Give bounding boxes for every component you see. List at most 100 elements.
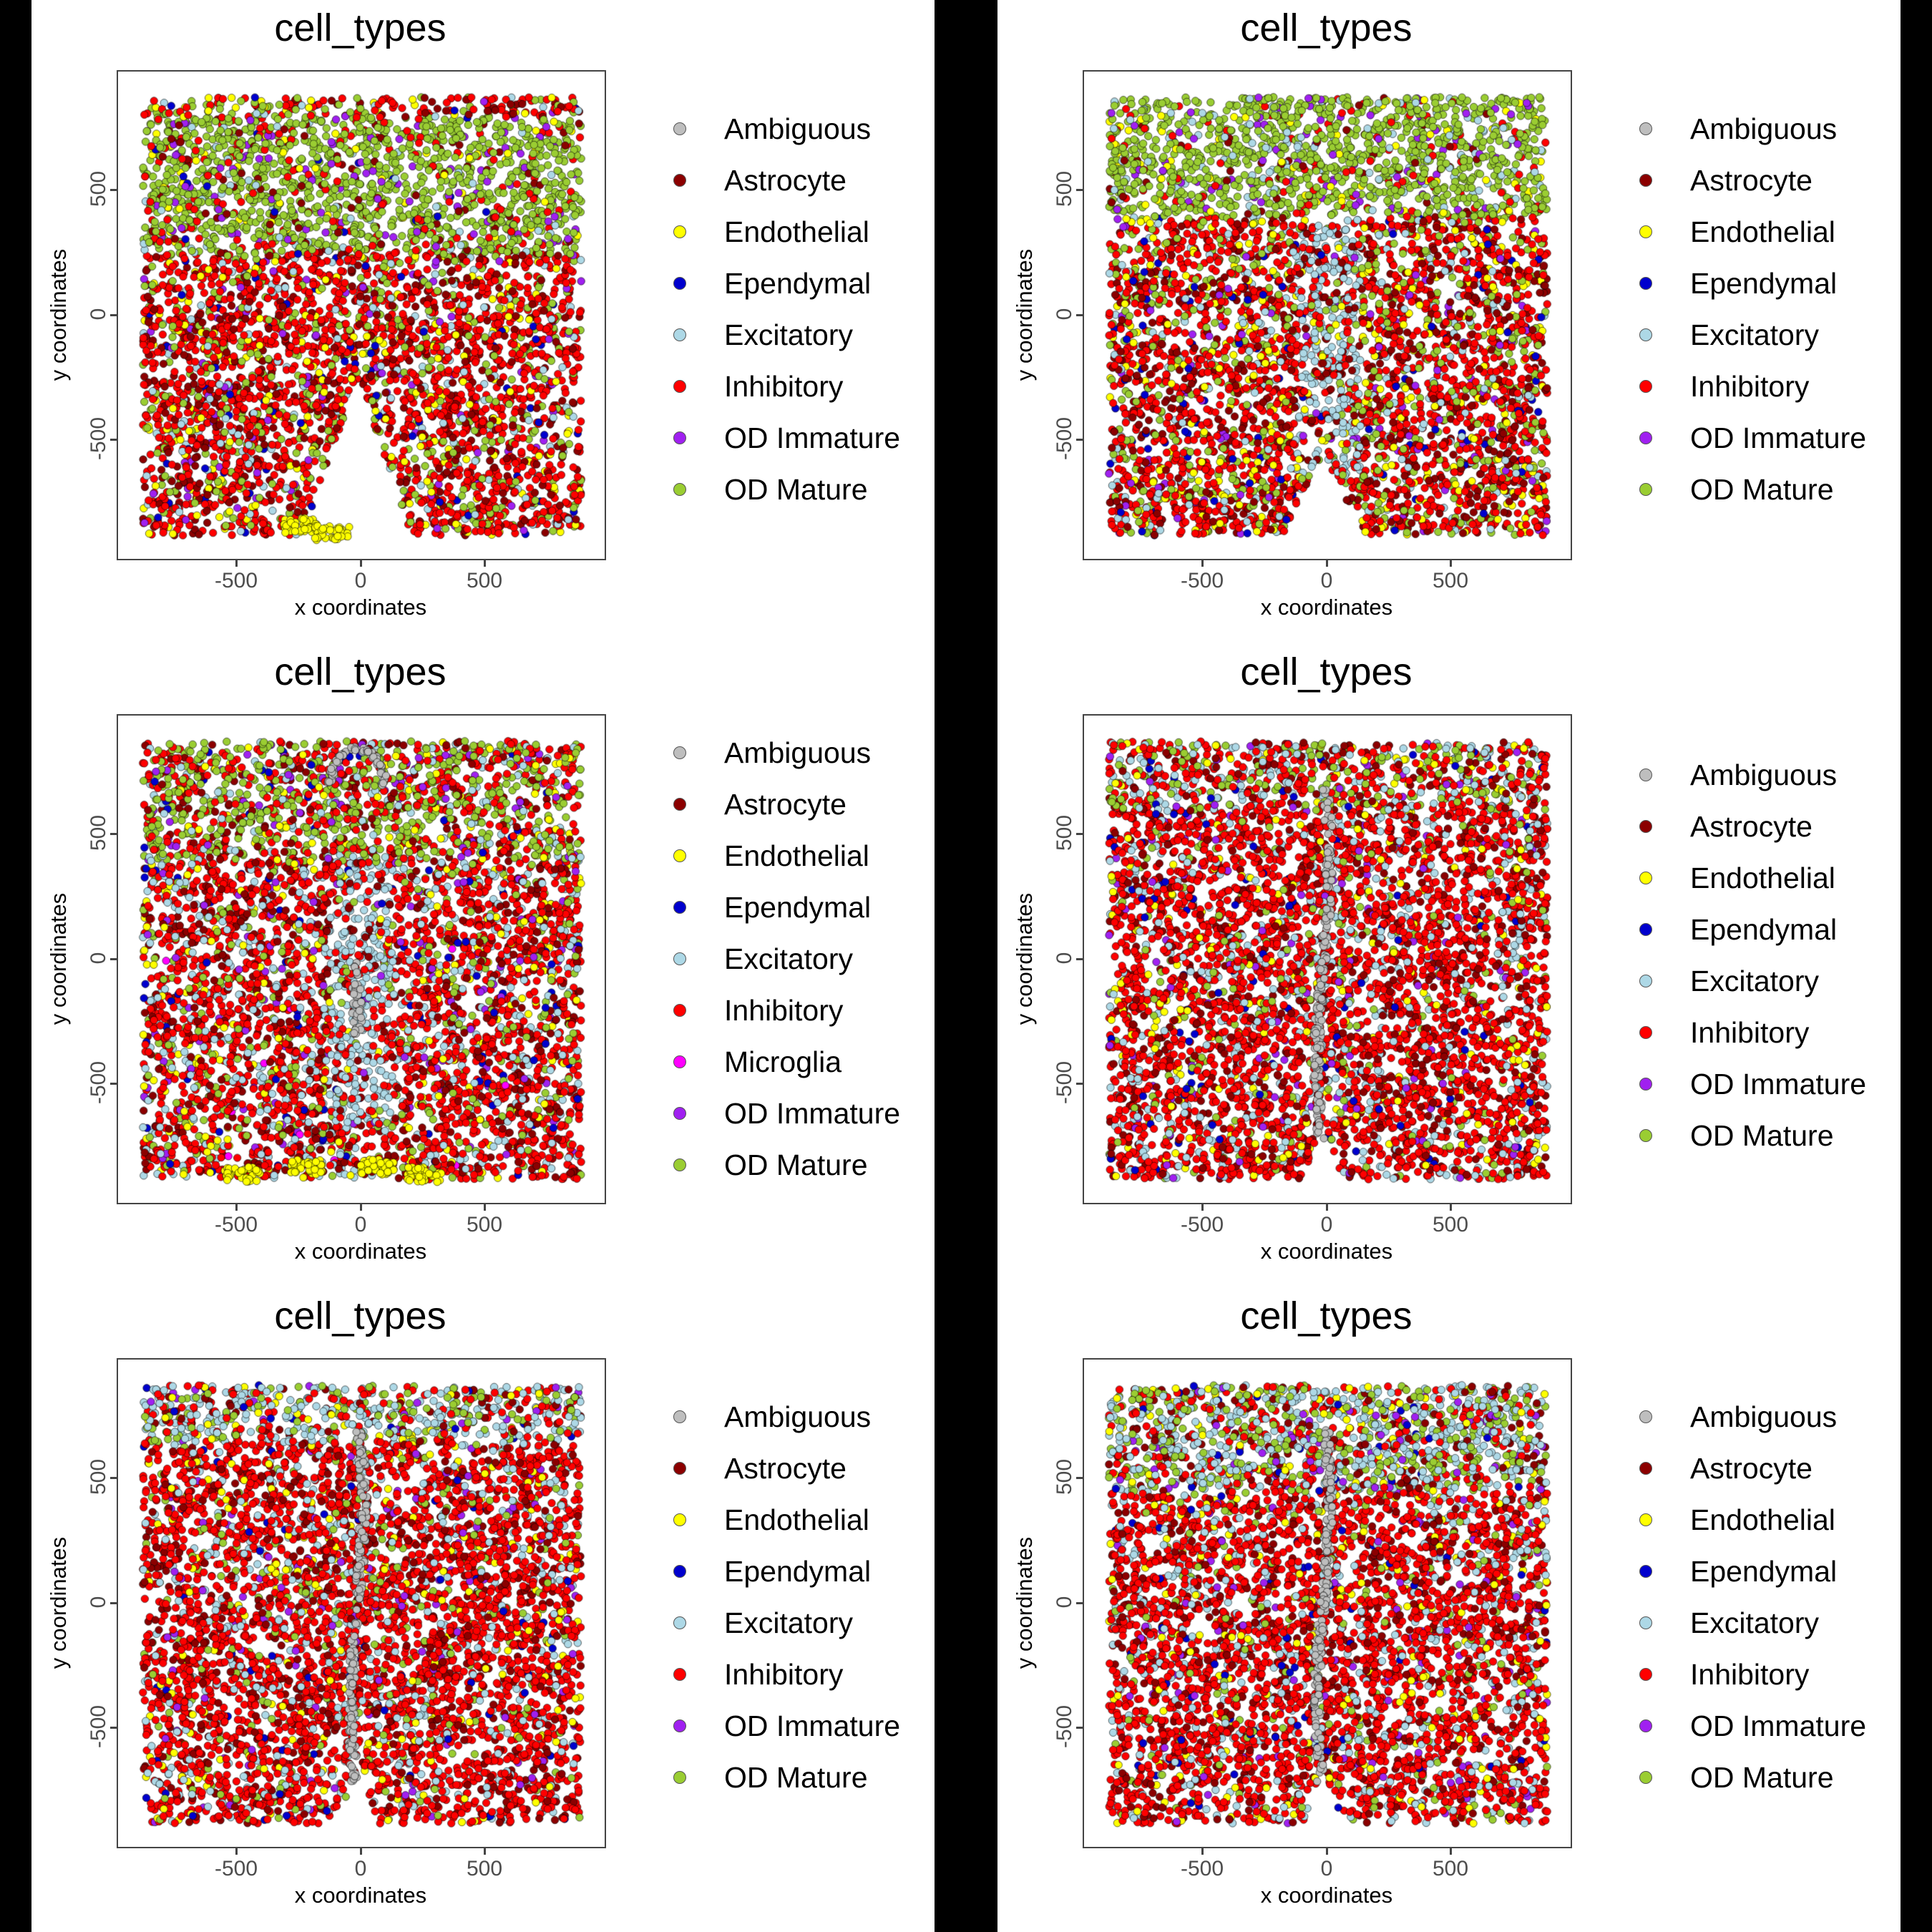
y-tick-label: 0 [87, 308, 110, 321]
y-tick [110, 439, 117, 441]
y-tick-label: 500 [1053, 814, 1076, 852]
legend-item: OD Immature [673, 1092, 900, 1135]
scatter-canvas [118, 716, 605, 1203]
y-axis-title: y coordinates [1012, 892, 1037, 1025]
x-tick [1450, 560, 1452, 567]
legend-label: OD Mature [724, 472, 868, 506]
legend-key-icon [1639, 1513, 1652, 1526]
legend-label: Astrocyte [1690, 1451, 1813, 1485]
legend-item: OD Immature [673, 416, 900, 459]
legend-label: OD Immature [1690, 1067, 1867, 1101]
legend-label: Ependymal [724, 890, 872, 924]
legend-label: Ambiguous [1690, 112, 1838, 145]
legend-item: Excitatory [673, 313, 853, 356]
legend-item: Astrocyte [1639, 159, 1813, 202]
legend-item: OD Mature [1639, 1756, 1834, 1799]
legend-label: Excitatory [724, 1606, 853, 1639]
legend-label: Endothelial [724, 215, 869, 248]
x-tick-label: 0 [354, 1213, 367, 1236]
legend-label: Endothelial [1690, 215, 1835, 248]
legend-label: Ependymal [1690, 1554, 1838, 1588]
x-tick [1326, 1848, 1328, 1855]
legend-item: OD Immature [673, 1704, 900, 1747]
x-tick-label: 500 [1432, 569, 1469, 592]
legend-key-icon [673, 225, 686, 238]
scatter-panel: cell_types 500 0 -500 -500 0 500 x coordinates y… [31, 0, 935, 644]
x-tick [235, 560, 238, 567]
legend-item: Ambiguous [1639, 107, 1837, 150]
x-tick-label: -500 [1180, 1857, 1224, 1880]
legend-key-icon [673, 1616, 686, 1629]
legend-label: Ambiguous [724, 1400, 872, 1433]
legend-label: Ependymal [724, 266, 872, 300]
legend-item: OD Mature [673, 468, 868, 511]
legend-key-icon [1639, 1668, 1652, 1681]
x-tick-label: 500 [466, 1213, 503, 1236]
legend-key-icon [673, 1158, 686, 1171]
x-tick-label: 500 [1432, 1857, 1469, 1880]
legend-key-icon [1639, 328, 1652, 341]
legend-key-icon [673, 1055, 686, 1068]
legend-item: Excitatory [1639, 1601, 1819, 1644]
y-tick [110, 1602, 117, 1604]
legend-item: Astrocyte [673, 159, 847, 202]
legend-label: Endothelial [1690, 1503, 1835, 1536]
scatter-panel: cell_types 500 0 -500 -500 0 500 x coordinates y… [31, 1288, 935, 1932]
legend-key-icon [1639, 380, 1652, 393]
legend-item: Astrocyte [673, 1447, 847, 1490]
scatter-canvas [1084, 72, 1571, 559]
legend-label: OD Immature [724, 421, 901, 454]
x-tick [1201, 560, 1204, 567]
scatter-panel: cell_types 500 0 -500 -500 0 500 x coordinates y… [997, 1288, 1901, 1932]
y-tick [110, 189, 117, 191]
legend-item: Ependymal [673, 886, 871, 929]
plot-area [117, 1358, 606, 1848]
y-axis-title: y coordinates [46, 892, 71, 1025]
y-tick [110, 1477, 117, 1479]
legend-label: Excitatory [1690, 1606, 1819, 1639]
x-tick [1326, 1204, 1328, 1211]
legend-label: OD Immature [1690, 1709, 1867, 1742]
y-tick-label: -500 [87, 416, 110, 461]
x-axis-title: x coordinates [294, 595, 427, 620]
y-tick-label: 0 [1053, 952, 1076, 965]
x-tick [1201, 1848, 1204, 1855]
legend-label: Ependymal [724, 1554, 872, 1588]
y-tick [1076, 833, 1083, 835]
legend-key-icon [673, 849, 686, 862]
x-tick-label: -500 [214, 1213, 258, 1236]
legend-label: OD Immature [724, 1709, 901, 1742]
legend-item: Ependymal [1639, 908, 1837, 951]
legend-item: Excitatory [1639, 960, 1819, 1002]
legend-label: OD Mature [1690, 1760, 1834, 1794]
x-tick [360, 1204, 362, 1211]
x-tick [1326, 560, 1328, 567]
legend-item: Ependymal [1639, 262, 1837, 305]
legend-item: Inhibitory [673, 1653, 843, 1696]
legend-item: OD Immature [1639, 1063, 1866, 1106]
y-tick-label: 0 [1053, 308, 1076, 321]
legend-key-icon [673, 122, 686, 135]
legend-key-icon [1639, 923, 1652, 936]
x-tick [235, 1848, 238, 1855]
legend-item: Excitatory [1639, 313, 1819, 356]
legend-key-icon [1639, 122, 1652, 135]
legend-item: Inhibitory [1639, 365, 1809, 408]
x-tick [484, 560, 486, 567]
legend-item: Astrocyte [673, 783, 847, 826]
legend-item: Microglia [673, 1040, 841, 1083]
legend-label: Astrocyte [1690, 163, 1813, 197]
legend-key-icon [673, 1719, 686, 1732]
x-tick-label: -500 [1180, 569, 1224, 592]
legend-label: Endothelial [724, 1503, 869, 1536]
legend-label: Ependymal [1690, 266, 1838, 300]
y-tick [110, 314, 117, 316]
legend-label: OD Mature [724, 1148, 868, 1181]
legend-item: Ambiguous [673, 107, 871, 150]
x-axis-title: x coordinates [1260, 1883, 1393, 1908]
legend-label: Inhibitory [724, 369, 844, 403]
x-tick [235, 1204, 238, 1211]
legend-item: Inhibitory [1639, 1011, 1809, 1054]
legend-item: Ambiguous [1639, 753, 1837, 796]
x-axis-title: x coordinates [1260, 595, 1393, 620]
